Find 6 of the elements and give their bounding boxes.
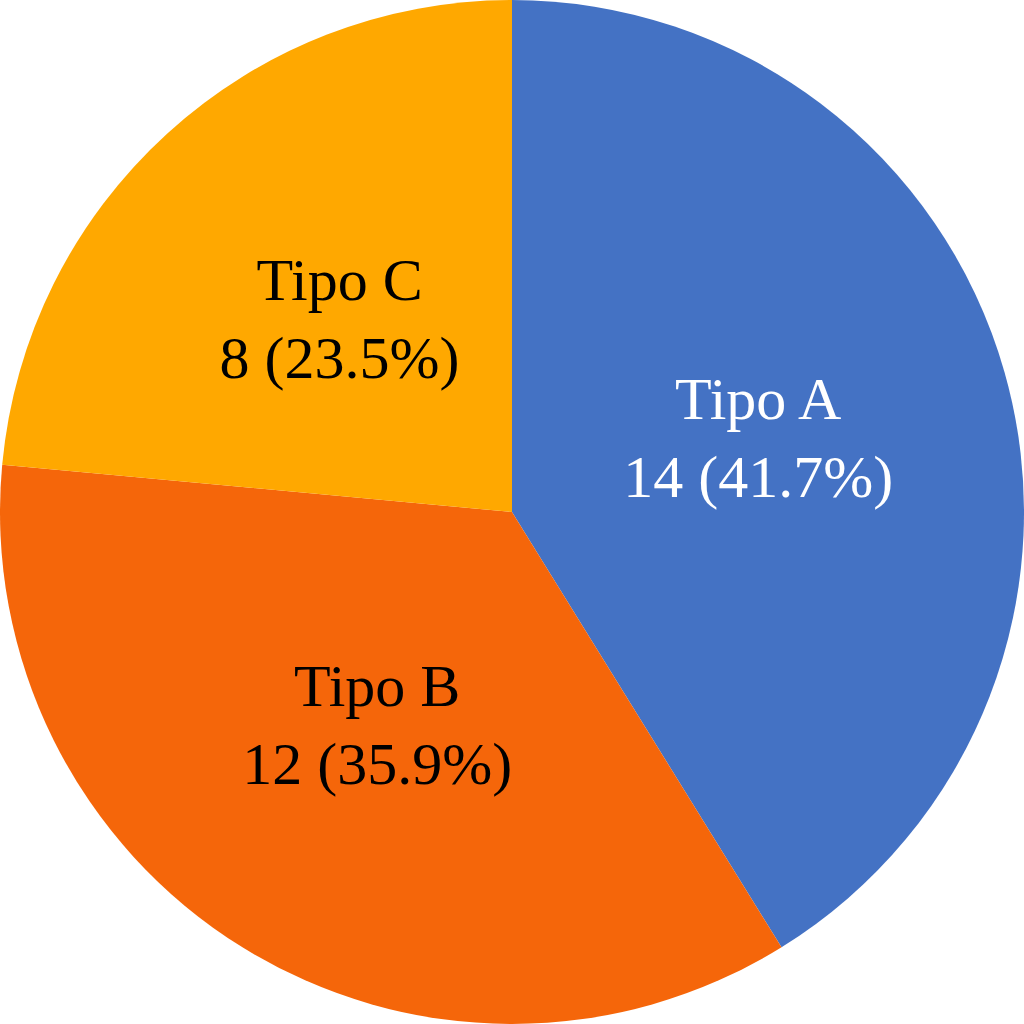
data-label: 12 (35.9%)	[242, 731, 513, 798]
slice-label: Tipo B	[294, 653, 461, 720]
slice-label: Tipo C	[256, 246, 423, 313]
data-label: 14 (41.7%)	[623, 443, 894, 510]
slice-label: Tipo A	[675, 365, 842, 432]
data-label: 8 (23.5%)	[219, 324, 460, 391]
